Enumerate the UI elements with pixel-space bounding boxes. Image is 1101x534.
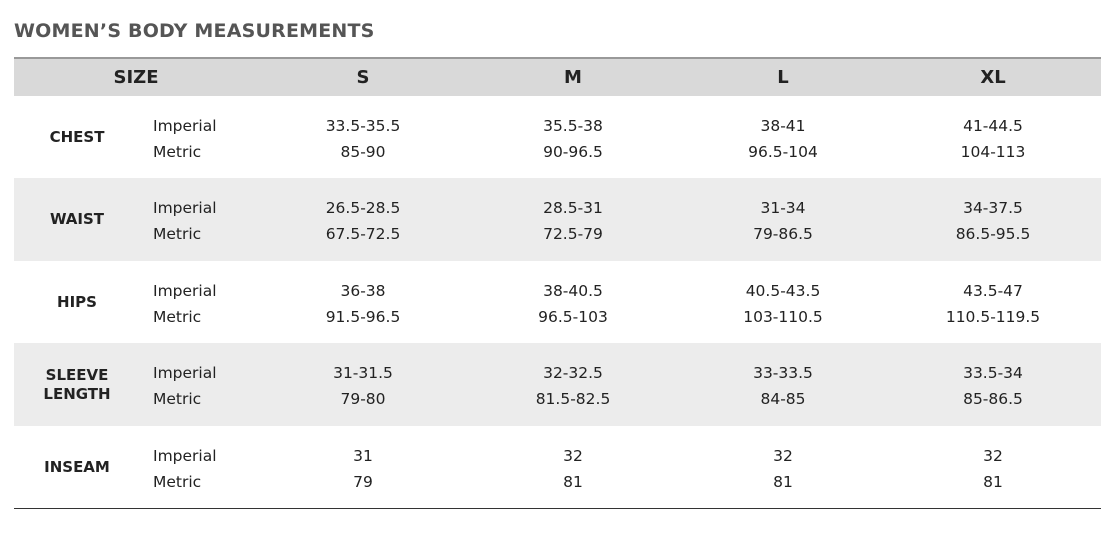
table-row: WAIST Imperial Metric 26.5-28.5 67.5-72.5 28.… — [14, 178, 1101, 261]
measurement: 36-38 — [340, 282, 386, 300]
measurement: 81 — [563, 473, 583, 491]
table-header: SIZE S M L XL — [14, 57, 1101, 98]
measurement: 79-86.5 — [753, 225, 813, 243]
measurement: 31-31.5 — [333, 364, 393, 382]
measurement: 67.5-72.5 — [325, 225, 401, 243]
header-cell: M — [564, 67, 582, 88]
measurement: 86.5-95.5 — [955, 225, 1031, 243]
measurement: 79 — [353, 473, 373, 491]
measurement: 104-113 — [960, 143, 1026, 161]
measurement: 81.5-82.5 — [535, 390, 611, 408]
unit-label: Metric — [153, 390, 202, 408]
measurement: 31-34 — [760, 199, 806, 217]
measurement: 26.5-28.5 — [325, 199, 401, 217]
unit-label: Imperial — [153, 199, 217, 217]
measurement: 34-37.5 — [963, 199, 1023, 217]
row-label: INSEAM — [44, 457, 110, 476]
measurement: 96.5-103 — [538, 308, 608, 326]
table-row: HIPS Imperial Metric 36-38 91.5-96.5 38-40.5 9… — [14, 261, 1101, 343]
title: WOMEN’S BODY MEASUREMENTS — [14, 20, 375, 42]
measurement: 110.5-119.5 — [945, 308, 1041, 326]
header-cell: XL — [980, 67, 1006, 88]
measurement: 32 — [983, 447, 1003, 465]
row-label: HIPS — [57, 292, 97, 311]
measurement: 72.5-79 — [543, 225, 603, 243]
table-row: CHEST Imperial Metric 33.5-35.5 85-90 35.5-38… — [14, 96, 1101, 178]
table-row: SLEEVE LENGTH Imperial Metric 31-31.5 79-80 3… — [14, 343, 1101, 426]
measurement: 96.5-104 — [748, 143, 818, 161]
measurement: 90-96.5 — [543, 143, 603, 161]
measurement: 32 — [773, 447, 793, 465]
measurement: 81 — [983, 473, 1003, 491]
unit-label: Imperial — [153, 282, 217, 300]
measurement: 31 — [353, 447, 373, 465]
unit-label: Metric — [153, 473, 202, 491]
row-label: WAIST — [49, 210, 105, 228]
measurement: 41-44.5 — [963, 117, 1023, 135]
measurement: 33-33.5 — [753, 364, 813, 382]
measurement: 91.5-96.5 — [325, 308, 401, 326]
bottom-border — [14, 507, 1101, 509]
measurement: 79-80 — [340, 390, 386, 408]
unit-label: Metric — [153, 308, 202, 326]
measurement: 35.5-38 — [543, 117, 603, 135]
row-label: SLEEVE LENGTH — [43, 365, 111, 403]
measurement: 38-40.5 — [543, 282, 603, 300]
measurement: 103-110.5 — [743, 308, 823, 326]
measurement: 32-32.5 — [543, 364, 603, 382]
measurement: 38-41 — [760, 117, 806, 135]
header-cell: L — [777, 67, 789, 88]
measurement: 33.5-35.5 — [325, 117, 401, 135]
measurement: 43.5-47 — [963, 282, 1023, 300]
unit-label: Imperial — [153, 117, 217, 135]
measurement: 40.5-43.5 — [745, 282, 821, 300]
table-row: INSEAM Imperial Metric 31 79 32 81 32 81 32 81 — [14, 426, 1101, 508]
measurement: 32 — [563, 447, 583, 465]
measurement: 84-85 — [760, 390, 806, 408]
unit-label: Imperial — [153, 364, 217, 382]
unit-label: Metric — [153, 143, 202, 161]
measurement: 85-86.5 — [963, 390, 1023, 408]
header-cell: S — [356, 67, 370, 88]
measurement: 81 — [773, 473, 793, 491]
measurement: 85-90 — [340, 143, 386, 161]
header-cell: SIZE — [113, 67, 159, 88]
row-label: CHEST — [49, 127, 105, 146]
measurement: 28.5-31 — [543, 199, 603, 217]
unit-label: Metric — [153, 225, 202, 243]
measurement: 33.5-34 — [963, 364, 1023, 382]
unit-label: Imperial — [153, 447, 217, 465]
